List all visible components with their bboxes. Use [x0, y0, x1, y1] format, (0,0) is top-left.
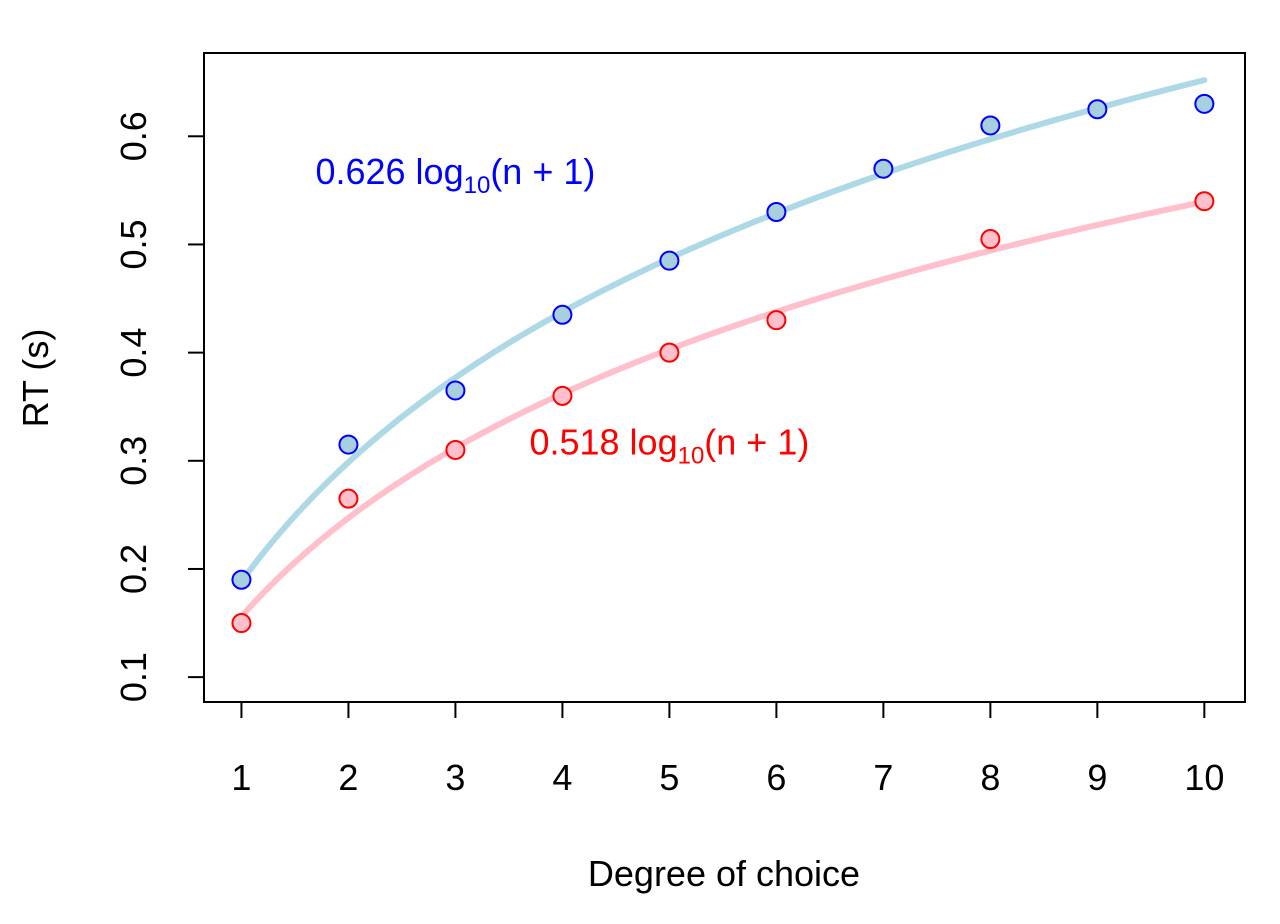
y-axis: 0.1 0.2 0.3 0.4 0.5 0.6 [113, 111, 205, 702]
data-point-series-2 [1194, 191, 1215, 212]
data-point-series-1 [980, 115, 1001, 136]
y-tick-label: 0.4 [113, 328, 154, 378]
data-point-series-2 [766, 310, 787, 331]
fit-lines [238, 77, 1208, 620]
y-tick-label: 0.3 [113, 436, 154, 486]
data-point-series-2 [980, 229, 1001, 250]
fit-line-1 [238, 77, 1208, 585]
data-point-series-1 [659, 250, 680, 271]
y-tick-label: 0.6 [113, 111, 154, 161]
data-points [231, 93, 1215, 634]
x-tick-label: 10 [1184, 757, 1224, 798]
data-point-series-1 [1194, 93, 1215, 114]
data-point-series-2 [445, 439, 466, 460]
data-point-series-1 [445, 380, 466, 401]
data-point-series-2 [552, 385, 573, 406]
data-point-series-2 [231, 613, 252, 634]
x-tick-label: 8 [980, 757, 1000, 798]
x-tick-label: 9 [1087, 757, 1107, 798]
data-point-series-2 [338, 488, 359, 509]
y-axis-title: RT (s) [15, 329, 56, 428]
fit-line-2 [238, 198, 1208, 620]
data-point-series-1 [231, 569, 252, 590]
annotations: 0.626 log10(n + 1) 0.518 log10(n + 1) [315, 151, 809, 469]
data-point-series-2 [659, 342, 680, 363]
y-tick-label: 0.2 [113, 544, 154, 594]
data-point-series-1 [552, 304, 573, 325]
x-axis-title: Degree of choice [588, 853, 860, 894]
x-tick-label: 6 [766, 757, 786, 798]
x-tick-label: 4 [552, 757, 572, 798]
data-point-series-1 [338, 434, 359, 455]
x-tick-label: 1 [231, 757, 251, 798]
y-tick-label: 0.5 [113, 219, 154, 269]
data-point-series-1 [766, 202, 787, 223]
x-tick-label: 2 [338, 757, 358, 798]
x-tick-label: 5 [659, 757, 679, 798]
x-tick-label: 3 [445, 757, 465, 798]
fit-formula-label-1: 0.626 log10(n + 1) [315, 151, 595, 199]
y-tick-label: 0.1 [113, 652, 154, 702]
data-point-series-1 [873, 158, 894, 179]
x-tick-label: 7 [873, 757, 893, 798]
fit-formula-label-2: 0.518 log10(n + 1) [529, 421, 809, 469]
x-axis: 1 2 3 4 5 6 7 8 9 10 [231, 701, 1224, 798]
data-point-series-1 [1087, 99, 1108, 120]
